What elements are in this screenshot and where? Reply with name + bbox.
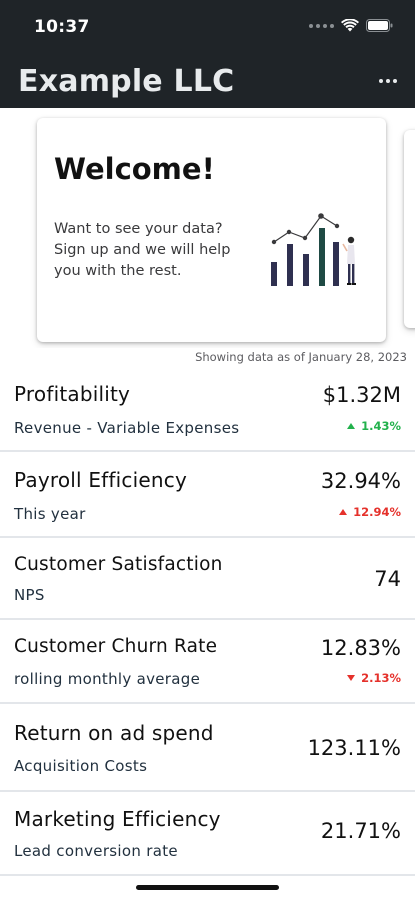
metric-name: Customer Satisfaction	[14, 554, 223, 575]
metric-row-profitability[interactable]: Profitability Revenue - Variable Expense…	[0, 368, 415, 452]
wifi-icon	[341, 19, 359, 32]
metric-subtitle: Lead conversion rate	[14, 842, 178, 860]
metric-row-payroll-efficiency[interactable]: Payroll Efficiency This year 32.94% 12.9…	[0, 452, 415, 538]
metric-name: Payroll Efficiency	[14, 468, 187, 492]
metric-change-value: 1.43%	[361, 419, 401, 433]
metric-change: 2.13%	[347, 671, 401, 685]
metric-value: $1.32M	[322, 383, 401, 407]
metric-row-customer-satisfaction[interactable]: Customer Satisfaction NPS 74	[0, 538, 415, 620]
more-options-button[interactable]	[373, 66, 403, 96]
metric-change-value: 12.94%	[353, 505, 401, 519]
status-bar: 10:37	[0, 0, 415, 54]
metric-value: 123.11%	[307, 736, 401, 760]
signal-dots-icon	[309, 23, 334, 28]
battery-icon	[366, 19, 393, 32]
metric-change: 12.94%	[339, 505, 401, 519]
welcome-text: Want to see your data? Sign up and we wi…	[54, 221, 231, 279]
metric-value: 21.71%	[320, 819, 401, 843]
arrow-down-icon	[347, 675, 356, 681]
metric-value: 74	[374, 567, 401, 591]
metric-name: Return on ad spend	[14, 721, 214, 745]
metric-change: 1.43%	[347, 419, 401, 433]
data-date-note: Showing data as of January 28, 2023	[195, 350, 407, 364]
metric-name: Marketing Efficiency	[14, 807, 221, 831]
metric-subtitle: This year	[14, 505, 86, 523]
metric-name: Customer Churn Rate	[14, 636, 218, 657]
metric-subtitle: Revenue - Variable Expenses	[14, 419, 240, 437]
app-bar: Example LLC	[0, 54, 415, 108]
next-card-peek[interactable]	[404, 130, 415, 328]
app-title: Example LLC	[18, 64, 235, 99]
metric-subtitle: NPS	[14, 586, 45, 604]
metric-value: 12.83%	[320, 636, 401, 660]
more-horizontal-icon	[379, 79, 383, 83]
metric-subtitle: rolling monthly average	[14, 670, 201, 688]
metric-row-marketing-efficiency[interactable]: Marketing Efficiency Lead conversion rat…	[0, 792, 415, 876]
metric-name: Profitability	[14, 382, 131, 406]
status-time: 10:37	[34, 17, 90, 37]
metric-subtitle: Acquisition Costs	[14, 757, 148, 775]
arrow-up-icon	[347, 423, 356, 429]
metric-row-return-on-ad-spend[interactable]: Return on ad spend Acquisition Costs 123…	[0, 704, 415, 792]
home-indicator[interactable]	[136, 885, 279, 890]
arrow-up-icon	[339, 509, 348, 515]
welcome-card[interactable]: Welcome! Want to see your data? Sign up …	[37, 118, 386, 342]
metric-value: 32.94%	[320, 469, 401, 493]
analytics-person-icon	[271, 213, 356, 286]
welcome-carousel[interactable]: Welcome! Want to see your data? Sign up …	[0, 108, 415, 348]
metric-row-customer-churn-rate[interactable]: Customer Churn Rate rolling monthly aver…	[0, 620, 415, 704]
welcome-title: Welcome!	[54, 152, 215, 186]
metric-change-value: 2.13%	[361, 671, 401, 685]
status-icons	[309, 19, 393, 32]
